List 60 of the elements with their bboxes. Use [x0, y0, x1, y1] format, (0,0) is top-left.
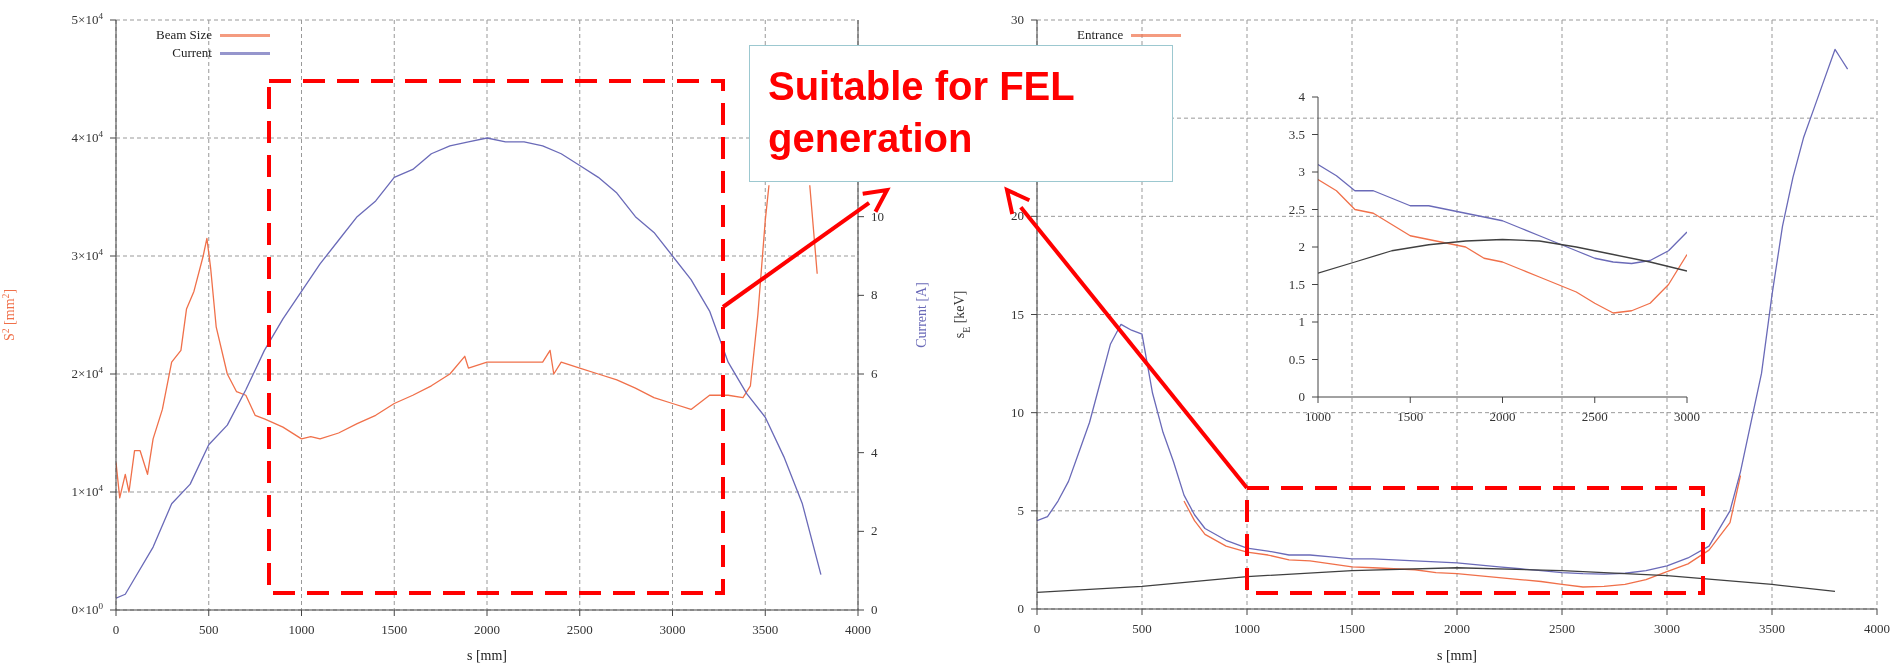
- y-tick-label: 2.5: [1288, 201, 1305, 217]
- y-tick-label: 2: [1298, 239, 1305, 254]
- y-tick-label: 1: [1298, 314, 1305, 329]
- y-tick-label: 0: [1298, 389, 1305, 404]
- y2-tick-label: 10: [871, 208, 884, 224]
- y-tick-label: 1.5: [1288, 276, 1305, 292]
- x-tick-label: 3000: [1674, 409, 1700, 424]
- x-tick-label: 1500: [1397, 409, 1424, 424]
- y-tick-label: 5×10$^{4}$: [71, 11, 104, 27]
- y-tick-label: 15: [1011, 306, 1024, 322]
- y2-tick-label: 4: [871, 444, 878, 460]
- x-tick-label: 1000: [288, 622, 315, 637]
- y-tick-label: 10: [1011, 404, 1024, 420]
- x-tick-label: 1500: [381, 622, 408, 637]
- x-axis-title: s [mm]: [466, 648, 508, 663]
- legend-label: Beam Size: [156, 27, 212, 43]
- y-tick-label: 0: [1017, 601, 1024, 616]
- annotation: Suitable for FEL generation: [768, 63, 1075, 162]
- x-tick-label: 3500: [752, 622, 779, 637]
- legend-label: Current: [172, 45, 212, 61]
- line-series: [1318, 163, 1687, 265]
- y-tick-label: 20: [1011, 208, 1024, 224]
- line-series: [1183, 474, 1742, 588]
- y-tick-label: 3: [1298, 164, 1305, 179]
- x-tick-label: 0: [1033, 621, 1041, 636]
- x-tick-label: 2000: [1489, 409, 1516, 424]
- x-tick-label: 1500: [1339, 621, 1365, 636]
- y-tick-label: 4×10$^{4}$: [71, 129, 104, 145]
- x-tick-label: 2500: [566, 622, 593, 637]
- x-tick-label: 1000: [1234, 621, 1260, 636]
- x-tick-label: 2500: [1581, 409, 1608, 424]
- y-tick-label: 0×10$^{0}$: [71, 601, 104, 617]
- y-tick-label: 5: [1017, 502, 1024, 518]
- line-series: [1318, 178, 1687, 314]
- legend-label: Entrance: [1077, 27, 1124, 43]
- x-axis-title: s [mm]: [1436, 648, 1478, 663]
- y2-tick-label: 2: [871, 523, 878, 539]
- x-tick-label: 4000: [845, 622, 871, 637]
- x-tick-label: 500: [199, 622, 219, 637]
- y-tick-label: 3.5: [1288, 126, 1305, 142]
- x-tick-label: 1000: [1305, 409, 1331, 424]
- y-tick-label: 1×10$^{4}$: [71, 483, 104, 499]
- y2-tick-label: 6: [871, 366, 878, 381]
- x-tick-label: 0: [112, 622, 120, 637]
- x-tick-label: 2500: [1549, 621, 1575, 636]
- x-tick-label: 3000: [1654, 621, 1680, 636]
- x-tick-label: 3000: [659, 622, 686, 637]
- x-tick-label: 2000: [1444, 621, 1470, 636]
- y-tick-label: 3×10$^{4}$: [71, 247, 104, 263]
- x-tick-label: 2000: [474, 622, 500, 637]
- y-tick-label: 2×10$^{4}$: [71, 365, 104, 381]
- y-tick-label: 4: [1298, 89, 1306, 104]
- y2-tick-label: 8: [871, 287, 878, 303]
- y-tick-label: 30: [1011, 12, 1024, 27]
- y2-axis-title: Current [A]: [914, 282, 929, 348]
- y2-tick-label: 0: [871, 602, 878, 617]
- x-tick-label: 500: [1132, 621, 1152, 636]
- y-tick-label: 0.5: [1288, 351, 1305, 367]
- x-tick-label: 4000: [1864, 621, 1890, 636]
- x-tick-label: 3500: [1759, 621, 1785, 636]
